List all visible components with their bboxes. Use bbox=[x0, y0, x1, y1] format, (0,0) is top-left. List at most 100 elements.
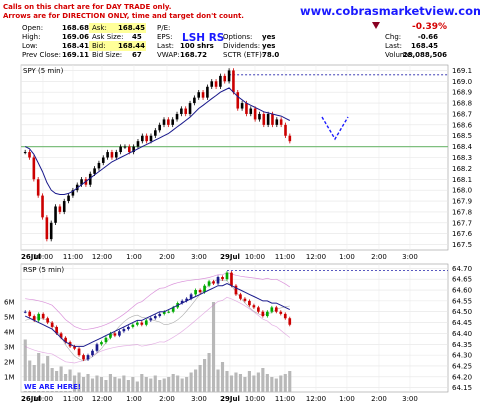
candle bbox=[28, 152, 31, 158]
ask-size-value: 45 bbox=[132, 33, 142, 41]
candle bbox=[167, 119, 170, 125]
x-tick-label: 29Jul bbox=[220, 395, 240, 403]
volume-bar bbox=[126, 380, 130, 392]
rsp-candles bbox=[23, 271, 292, 361]
x-tick-label: 29Jul bbox=[220, 253, 240, 261]
candle bbox=[198, 290, 202, 293]
volume-bar bbox=[220, 362, 225, 392]
y-tick-label: 64.45 bbox=[452, 319, 472, 327]
x-tick-label: 11:00 bbox=[275, 395, 295, 403]
candle bbox=[221, 277, 224, 280]
last-price-label: Last: bbox=[385, 42, 402, 50]
candle bbox=[101, 157, 105, 163]
candle bbox=[274, 307, 278, 312]
candle bbox=[100, 342, 103, 345]
candle bbox=[28, 311, 32, 317]
volume-bar bbox=[68, 369, 72, 392]
candle bbox=[206, 86, 209, 98]
candle bbox=[23, 152, 27, 154]
volume-label: Volume: bbox=[385, 51, 413, 59]
volume-tick-label: 1M bbox=[4, 374, 15, 382]
last-shares-value: 100 shrs bbox=[180, 42, 214, 50]
volume-bar bbox=[99, 377, 104, 392]
volume-bar bbox=[144, 377, 148, 392]
candle bbox=[271, 113, 274, 125]
candle bbox=[58, 206, 62, 212]
sctr-value: 78.0 bbox=[262, 51, 279, 59]
candle bbox=[45, 217, 49, 240]
open-value: 168.68 bbox=[62, 24, 89, 32]
bid-highlight bbox=[89, 41, 146, 51]
spy-levels bbox=[21, 74, 448, 148]
volume-bar bbox=[194, 369, 198, 392]
last-price-value: 168.45 bbox=[411, 42, 438, 50]
y-tick-label: 168.5 bbox=[452, 132, 472, 140]
rsp-band-lines bbox=[25, 272, 291, 364]
volume-bar bbox=[108, 374, 112, 392]
volume-bar bbox=[140, 374, 144, 392]
y-tick-label: 64.25 bbox=[452, 362, 472, 370]
volume-bar bbox=[81, 377, 86, 392]
candle bbox=[162, 311, 166, 314]
y-tick-label: 168.1 bbox=[452, 176, 472, 184]
volume-tick-label: 2M bbox=[4, 359, 15, 367]
volume-bar bbox=[167, 377, 171, 392]
down-triangle-icon bbox=[372, 22, 380, 29]
volume-bar bbox=[95, 375, 99, 392]
x-tick-label: 3:00 bbox=[191, 253, 207, 261]
candle bbox=[62, 201, 66, 212]
eps-label: EPS: bbox=[157, 33, 172, 41]
candle bbox=[261, 311, 265, 317]
volume-bar bbox=[265, 374, 269, 392]
dividends-label: Dividends: bbox=[223, 42, 260, 50]
candle bbox=[288, 318, 292, 325]
y-tick-label: 64.65 bbox=[452, 276, 472, 284]
candle bbox=[175, 113, 179, 120]
rsp-panel-label: RSP (5 min) bbox=[23, 266, 64, 274]
volume-bar bbox=[59, 366, 63, 392]
candle bbox=[106, 152, 109, 158]
rsp-volume-axis: 6M 5M 4M 3M 2M 1M bbox=[4, 299, 15, 382]
candle bbox=[136, 141, 140, 147]
volume-bar bbox=[229, 375, 234, 392]
band-upper-line bbox=[25, 272, 290, 331]
candle bbox=[194, 290, 197, 295]
bid-size-value: 67 bbox=[132, 51, 142, 59]
candle bbox=[265, 311, 269, 317]
candle bbox=[50, 322, 54, 327]
y-tick-label: 168.4 bbox=[452, 143, 473, 151]
volume-bar bbox=[207, 353, 211, 392]
volume-bar bbox=[256, 372, 260, 392]
candle bbox=[171, 119, 174, 125]
candle bbox=[132, 146, 135, 153]
volume-bar bbox=[153, 375, 157, 392]
site-url[interactable]: www.cobrasmarketview.com bbox=[300, 4, 480, 18]
candle bbox=[266, 113, 270, 125]
volume-bar bbox=[270, 377, 274, 392]
candle bbox=[71, 190, 75, 196]
ticker-title: LSH RS bbox=[182, 32, 224, 44]
x-tick-label: 10:00 bbox=[245, 395, 265, 403]
y-tick-label: 167.6 bbox=[452, 230, 473, 238]
volume-bar bbox=[122, 375, 126, 392]
volume-bar bbox=[117, 378, 121, 392]
bid-label: Bid: bbox=[92, 42, 106, 50]
volume-bar bbox=[225, 371, 229, 392]
x-tick-label: 1:00 bbox=[339, 395, 355, 403]
candle bbox=[203, 285, 206, 293]
volume-bar bbox=[252, 375, 256, 392]
candle bbox=[55, 326, 58, 334]
candle bbox=[252, 305, 256, 308]
y-tick-label: 169.0 bbox=[452, 78, 472, 86]
candle bbox=[171, 307, 175, 312]
candle bbox=[104, 337, 108, 343]
rsp-moving-average bbox=[24, 282, 291, 347]
vwap-value: 168.72 bbox=[180, 51, 207, 59]
ask-size-label: Ask Size: bbox=[92, 33, 123, 41]
volume-bar bbox=[37, 353, 41, 392]
volume-bar bbox=[171, 374, 175, 392]
candle bbox=[184, 108, 188, 114]
candle bbox=[141, 135, 144, 142]
pct-change-value: -0.39% bbox=[412, 22, 447, 32]
